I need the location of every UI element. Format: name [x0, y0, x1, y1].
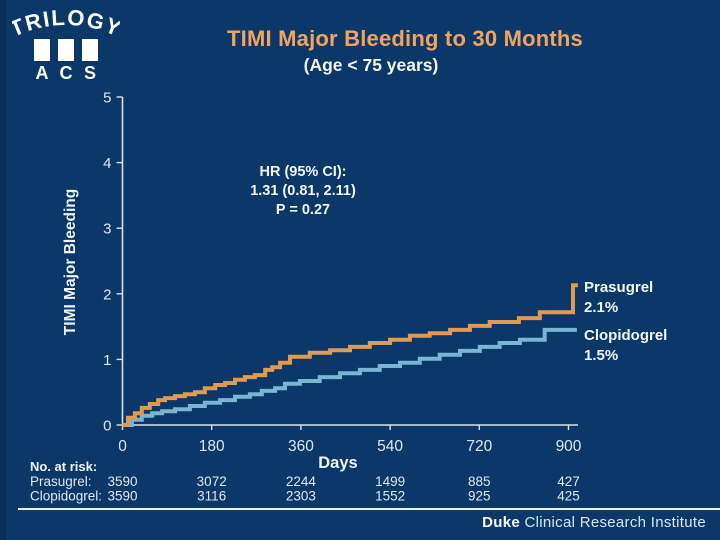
- trilogy-acs-logo: TRILOGY A C S: [12, 5, 120, 83]
- svg-text:A: A: [36, 63, 49, 83]
- page-subtitle: (Age < 75 years): [303, 55, 439, 75]
- svg-text:C: C: [60, 63, 73, 83]
- y-tick-label: 5: [103, 90, 111, 107]
- y-tick-label: 1: [103, 352, 111, 369]
- logo-acs-letters: A C S: [31, 61, 101, 83]
- footer-branding: Duke Clinical Research Institute: [482, 514, 706, 531]
- p-value-line: P = 0.27: [275, 202, 331, 218]
- prasugrel-curve: [122, 283, 578, 427]
- at-risk-row-label: Clopidogrel:: [30, 489, 102, 504]
- at-risk-heading: No. at risk:: [30, 459, 97, 474]
- x-tick-label: 900: [556, 438, 582, 455]
- slide-header: TIMI Major Bleeding to 30 Months (Age < …: [90, 26, 720, 76]
- at-risk-value: 2303: [286, 489, 316, 504]
- at-risk-value: 3590: [107, 489, 137, 504]
- svg-text:S: S: [84, 63, 96, 83]
- y-tick-label: 0: [103, 418, 111, 435]
- y-tick-label: 4: [103, 155, 111, 172]
- y-tick-label: 2: [103, 286, 111, 303]
- hr-stats-box: HR (95% CI): 1.31 (0.81, 2.11) P = 0.27: [203, 163, 403, 220]
- at-risk-value: 925: [468, 489, 491, 504]
- clopidogrel-curve-label: Clopidogrel 1.5%: [584, 326, 667, 366]
- prasugrel-curve-label: Prasugrel 2.1%: [584, 278, 653, 318]
- at-risk-value: 3116: [197, 489, 226, 504]
- page-title: TIMI Major Bleeding to 30 Months: [227, 26, 583, 51]
- footer-text: Clinical Research Institute: [520, 514, 706, 531]
- at-risk-value: 3072: [197, 474, 227, 489]
- clopidogrel-name: Clopidogrel: [584, 327, 668, 344]
- at-risk-value: 427: [557, 474, 580, 489]
- at-risk-value: 3590: [107, 474, 137, 489]
- at-risk-value: 885: [468, 474, 491, 489]
- y-tick-label: 3: [103, 221, 111, 238]
- at-risk-value: 1552: [375, 489, 405, 504]
- at-risk-row-label: Prasugrel:: [30, 474, 92, 489]
- x-tick-label: 360: [288, 438, 314, 455]
- x-tick-label: 540: [377, 438, 403, 455]
- at-risk-value: 425: [557, 489, 580, 504]
- prasugrel-rate: 2.1%: [584, 299, 619, 316]
- slide-edge-strip: [0, 0, 6, 540]
- x-tick-label: 720: [466, 438, 492, 455]
- at-risk-value: 2244: [286, 474, 317, 489]
- clopidogrel-curve: [122, 327, 577, 427]
- footer-divider: [18, 508, 720, 510]
- at-risk-value: 1499: [375, 474, 405, 489]
- hr-line: HR (95% CI):: [259, 164, 347, 180]
- x-axis-title: Days: [318, 454, 357, 472]
- x-tick-label: 180: [199, 438, 225, 455]
- prasugrel-name: Prasugrel: [584, 279, 654, 296]
- hr-ci-line: 1.31 (0.81, 2.11): [250, 183, 356, 199]
- footer-brand: Duke: [482, 514, 521, 531]
- clopidogrel-rate: 1.5%: [584, 347, 619, 364]
- x-tick-label: 0: [118, 438, 127, 455]
